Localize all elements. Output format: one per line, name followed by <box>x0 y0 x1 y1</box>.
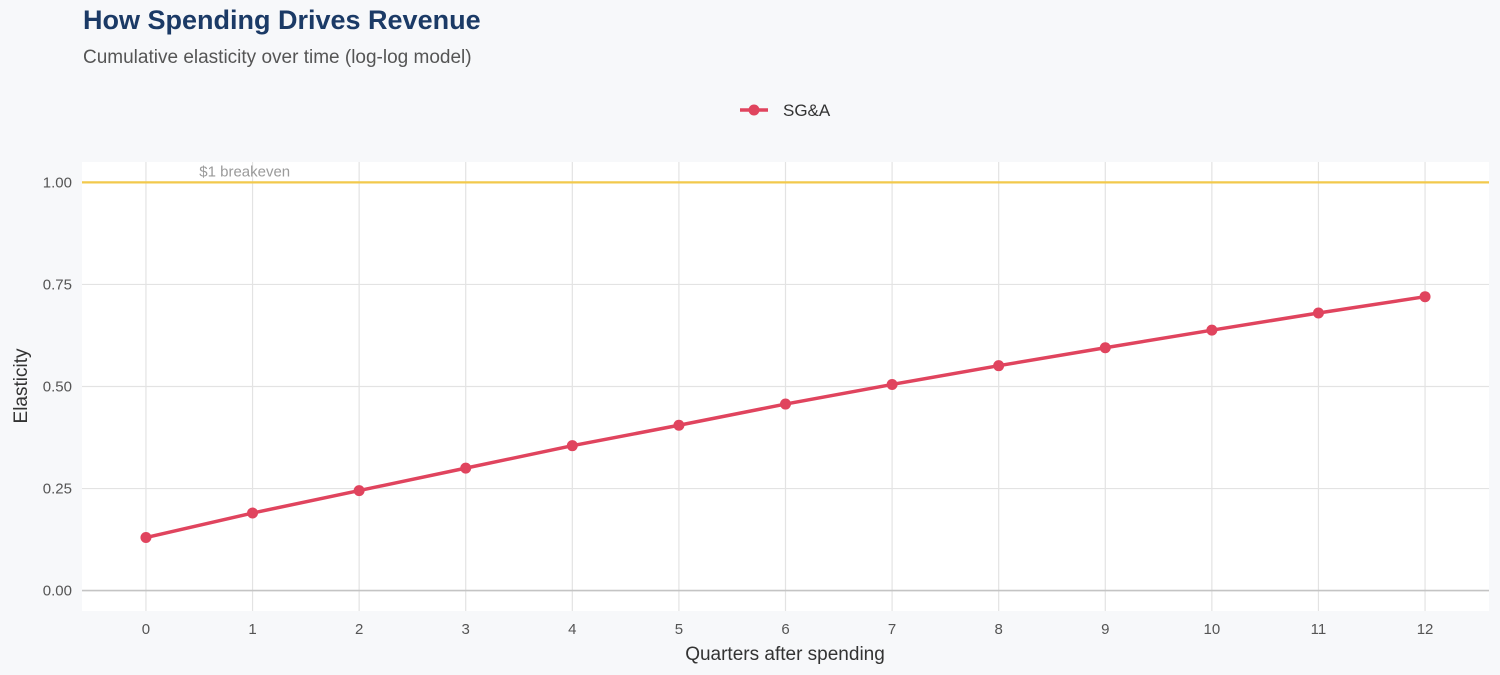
breakeven-label: $1 breakeven <box>199 163 290 180</box>
legend-marker <box>748 104 760 116</box>
x-tick-label: 8 <box>995 621 1003 638</box>
x-tick-label: 11 <box>1311 621 1327 638</box>
data-point <box>1312 307 1324 319</box>
tick-labels: 0 1 2 3 4 5 6 7 8 9 10 11 120.000.250.500.751.00 <box>43 174 1434 638</box>
grid-lines <box>82 162 1489 611</box>
x-tick-label: 6 <box>781 621 789 638</box>
y-axis-title: Elasticity <box>11 348 32 423</box>
data-point <box>1206 324 1218 336</box>
chart-title: How Spending Drives Revenue <box>83 5 481 35</box>
x-tick-label: 4 <box>568 621 576 638</box>
x-tick-label: 5 <box>675 621 683 638</box>
series-group <box>140 291 1431 544</box>
x-tick-label: 2 <box>355 621 363 638</box>
x-axis-title: Quarters after spending <box>685 644 885 665</box>
y-tick-label: 0.75 <box>43 276 72 293</box>
data-point <box>886 378 898 390</box>
x-tick-label: 0 <box>142 621 150 638</box>
x-tick-label: 12 <box>1417 621 1434 638</box>
legend-label: SG&A <box>783 101 831 120</box>
data-point <box>140 532 152 544</box>
data-point <box>993 360 1005 372</box>
y-tick-label: 0.50 <box>43 379 72 396</box>
data-point <box>1099 342 1111 354</box>
x-tick-label: 1 <box>248 621 256 638</box>
data-point <box>353 485 365 497</box>
x-tick-label: 3 <box>462 621 470 638</box>
data-point <box>1419 291 1431 303</box>
y-tick-label: 0.00 <box>43 583 72 600</box>
chart-subtitle: Cumulative elasticity over time (log-log… <box>83 47 472 68</box>
reference-line-group: $1 breakeven <box>82 163 1489 184</box>
x-tick-label: 9 <box>1101 621 1109 638</box>
data-point <box>780 398 791 410</box>
data-point <box>673 419 685 431</box>
legend: SG&A <box>740 101 831 120</box>
data-point <box>460 462 472 474</box>
y-tick-label: 1.00 <box>43 174 72 191</box>
y-tick-label: 0.25 <box>43 481 72 498</box>
x-tick-label: 10 <box>1204 621 1221 638</box>
data-point <box>566 440 578 452</box>
x-tick-label: 7 <box>888 621 896 638</box>
data-point <box>247 507 259 519</box>
